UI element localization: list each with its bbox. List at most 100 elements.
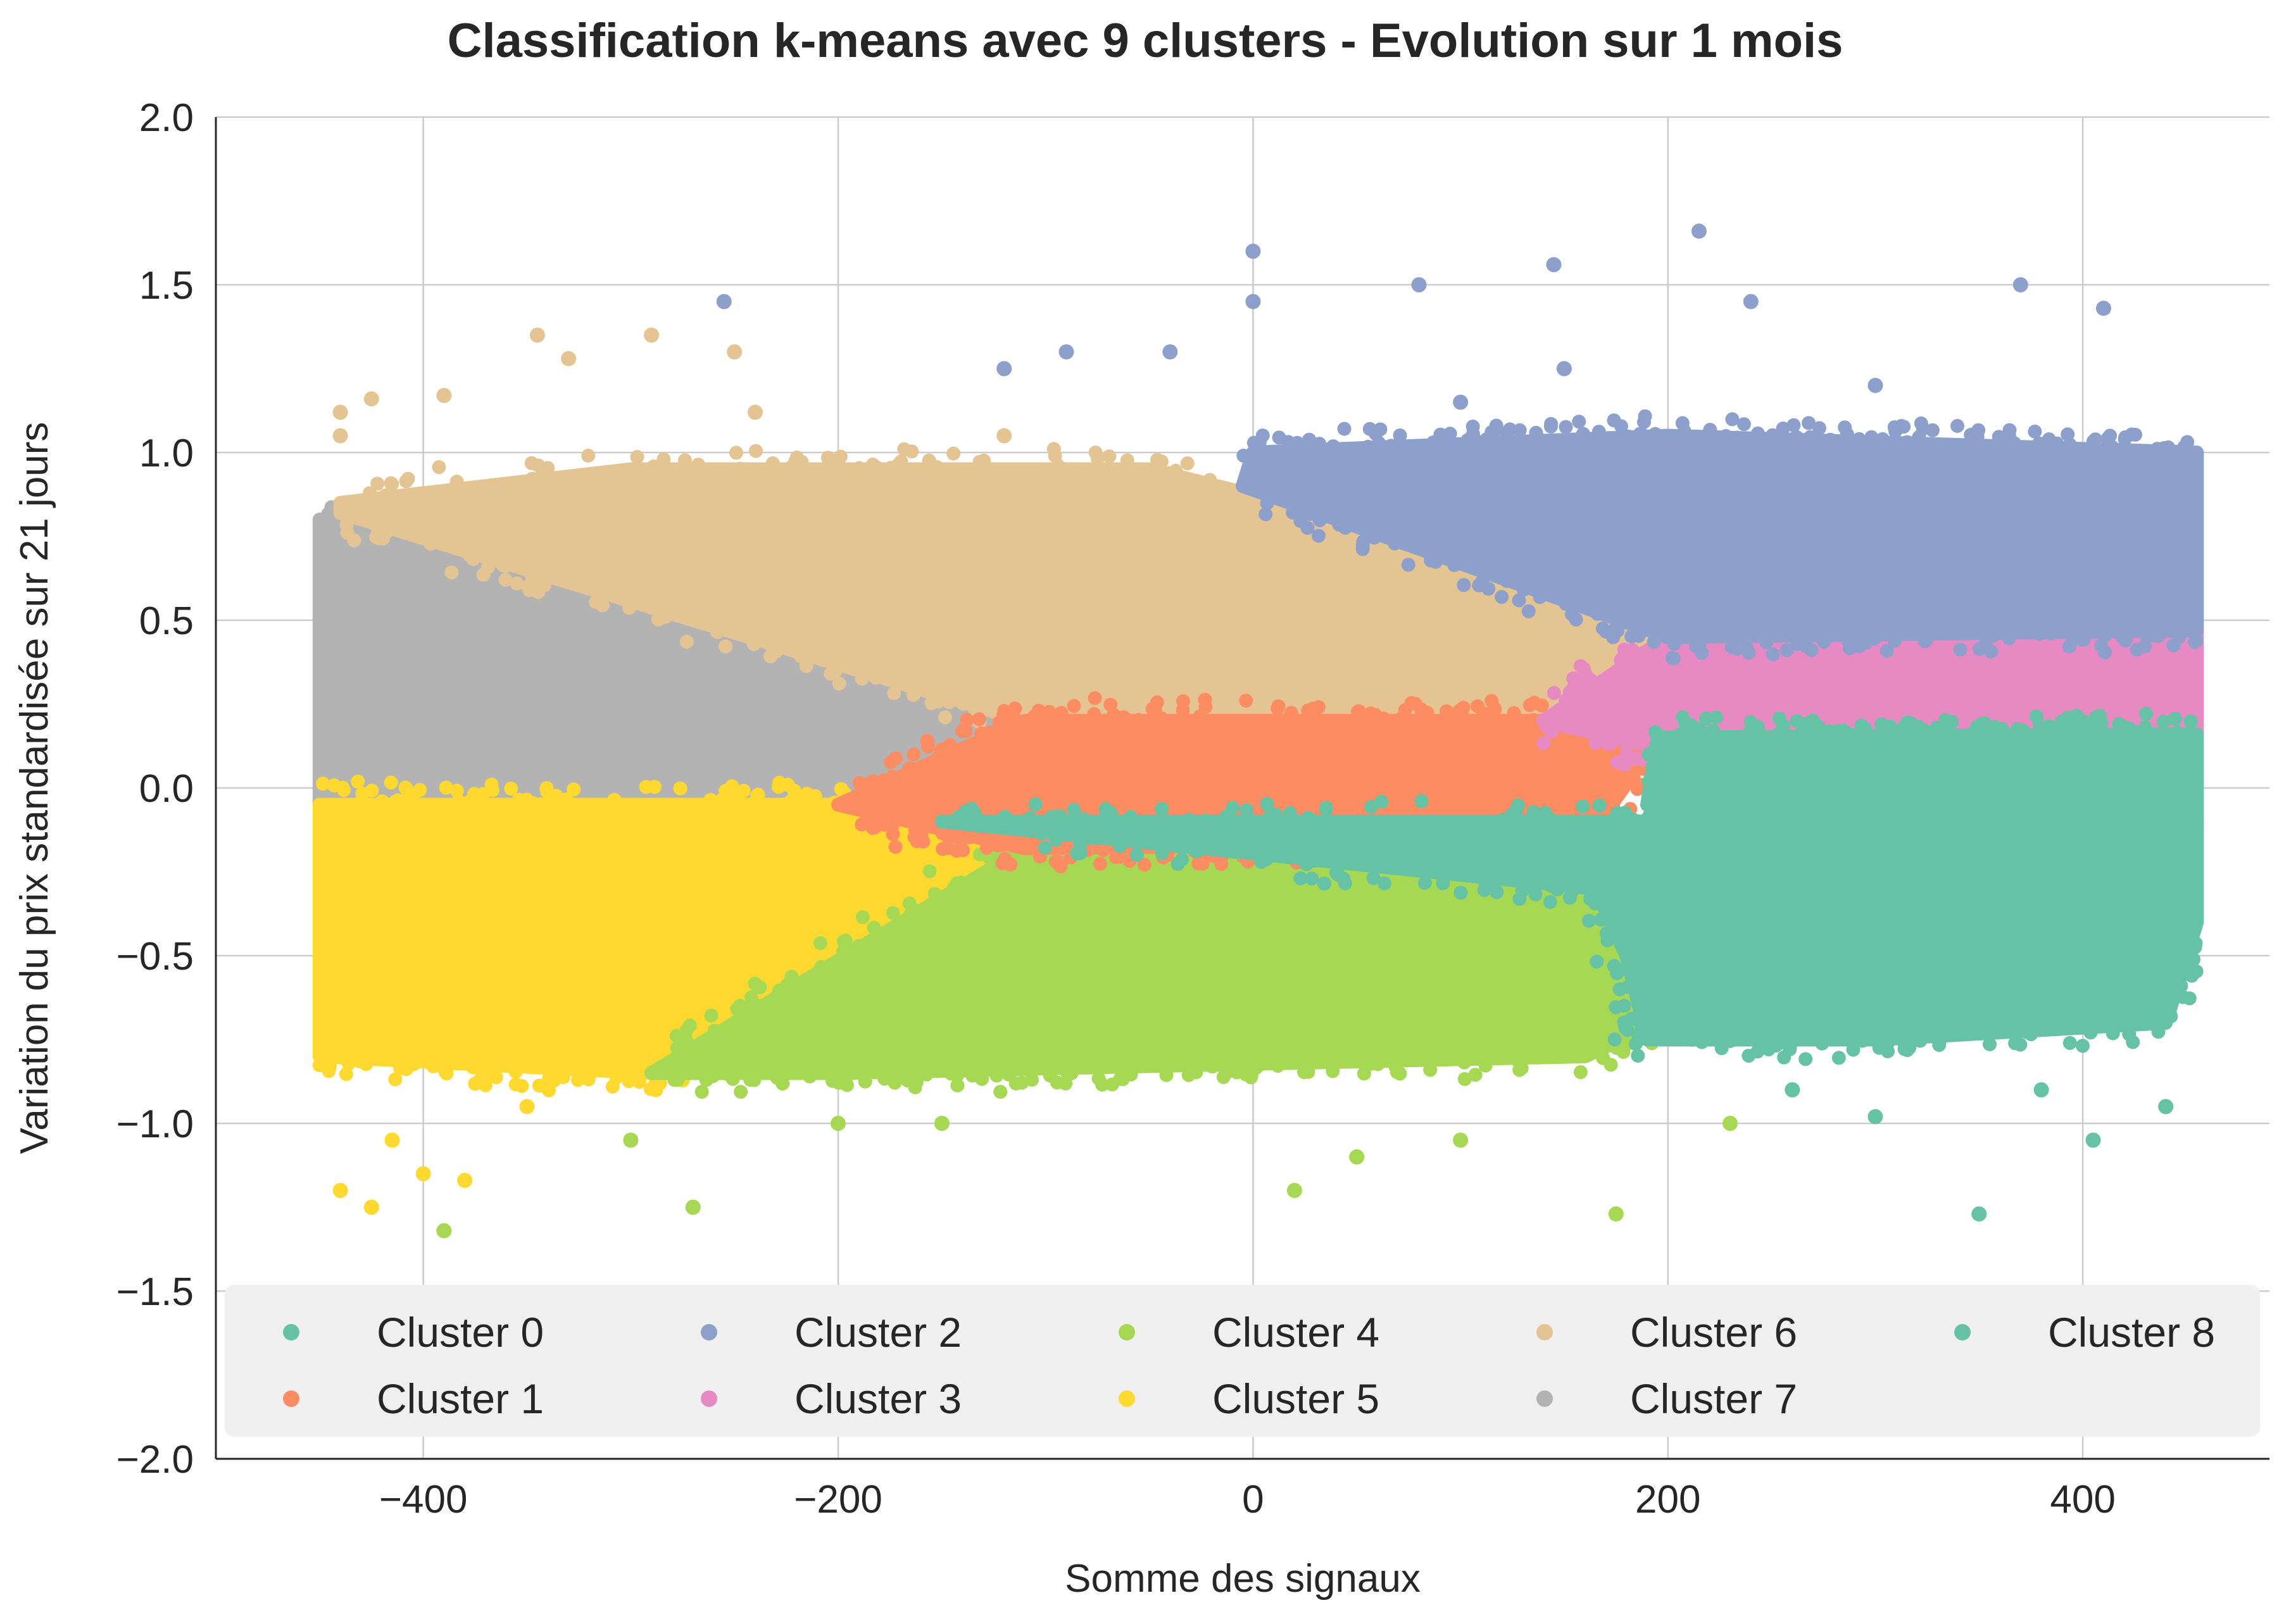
- data-point: [1317, 877, 1331, 890]
- data-point: [480, 560, 495, 575]
- data-point: [478, 1078, 493, 1092]
- data-point: [978, 459, 993, 474]
- data-point: [1642, 808, 1657, 822]
- data-point: [902, 761, 917, 775]
- data-point: [2039, 821, 2054, 835]
- data-point: [444, 565, 459, 580]
- y-tick-labels: −2.0 −1.5 −1.0 −0.5 0.0 0.5 1.0 1.5 2.0: [116, 96, 194, 1482]
- data-point: [975, 1071, 989, 1086]
- data-point: [1349, 1149, 1365, 1165]
- data-point: [1245, 244, 1261, 259]
- data-point: [989, 1068, 1004, 1083]
- data-point: [1262, 445, 1276, 459]
- data-point: [1564, 607, 1579, 621]
- data-point: [1293, 871, 1308, 885]
- data-point: [1500, 573, 1514, 588]
- legend-marker: [1536, 1324, 1553, 1340]
- data-point: [1447, 558, 1462, 572]
- y-axis-label: Variation du prix standardisée sur 21 jo…: [13, 422, 56, 1154]
- data-point: [1647, 635, 1661, 649]
- data-point: [1577, 429, 1591, 444]
- data-point: [432, 460, 446, 475]
- data-point: [908, 823, 922, 838]
- data-point: [533, 797, 548, 811]
- data-point: [1476, 566, 1490, 580]
- data-point: [390, 797, 405, 811]
- data-point: [1162, 466, 1177, 480]
- data-point: [2105, 439, 2119, 454]
- data-point: [374, 796, 389, 811]
- data-point: [486, 783, 499, 797]
- x-tick-label: 400: [2050, 1478, 2115, 1521]
- data-point: [1356, 534, 1371, 549]
- data-point: [1824, 825, 1838, 840]
- data-point: [905, 444, 919, 459]
- data-point: [1510, 809, 1524, 824]
- data-point: [1609, 620, 1623, 635]
- data-point: [1098, 802, 1113, 816]
- data-point: [1559, 597, 1573, 611]
- series-cluster-2: [716, 223, 2204, 666]
- data-point: [1240, 803, 1254, 818]
- data-point: [748, 404, 763, 420]
- data-point: [2043, 719, 2057, 734]
- data-point: [1088, 691, 1102, 705]
- data-point: [1299, 857, 1314, 871]
- data-point: [388, 1072, 403, 1087]
- data-point: [347, 533, 361, 547]
- data-point: [384, 1132, 400, 1148]
- data-point: [772, 775, 786, 790]
- data-point: [838, 934, 853, 948]
- data-point: [1950, 419, 1964, 433]
- data-point: [436, 387, 452, 403]
- data-point: [1219, 809, 1234, 823]
- data-point: [1695, 823, 1710, 838]
- legend-label: Cluster 7: [1630, 1375, 1797, 1422]
- data-point: [2069, 709, 2084, 723]
- data-point: [1867, 378, 1883, 393]
- data-point: [941, 831, 956, 846]
- data-point: [1743, 294, 1759, 309]
- data-point: [609, 1070, 624, 1085]
- data-point: [1631, 1049, 1645, 1063]
- data-point: [886, 906, 900, 920]
- data-point: [529, 327, 545, 343]
- data-point: [1490, 885, 1504, 899]
- data-point: [886, 827, 900, 842]
- data-point: [1401, 558, 1415, 572]
- data-point: [1393, 1066, 1407, 1081]
- y-tick-label: 2.0: [139, 96, 194, 140]
- data-point: [1576, 799, 1590, 814]
- data-point: [746, 637, 761, 651]
- data-point: [820, 451, 835, 465]
- data-point: [1105, 1077, 1119, 1092]
- data-point: [1510, 1053, 1525, 1068]
- data-point: [2032, 627, 2047, 641]
- data-point: [1457, 1071, 1472, 1086]
- data-point: [1581, 913, 1596, 928]
- data-point: [322, 1064, 336, 1078]
- data-point: [1607, 1032, 1622, 1047]
- data-point: [1594, 913, 1609, 927]
- data-point: [1736, 417, 1751, 432]
- point-cloud: [1640, 727, 2204, 828]
- data-point: [1621, 429, 1636, 444]
- data-point: [567, 782, 581, 797]
- data-point: [1817, 635, 1831, 649]
- data-point: [2002, 423, 2017, 437]
- data-point: [651, 613, 665, 627]
- data-point: [1258, 507, 1273, 522]
- data-point: [2127, 830, 2142, 844]
- legend-label: Cluster 5: [1212, 1375, 1379, 1422]
- data-point: [1466, 427, 1480, 441]
- data-point: [1738, 835, 1752, 849]
- data-point: [1404, 696, 1419, 710]
- data-point: [877, 818, 891, 832]
- data-point: [1312, 437, 1327, 451]
- x-tick-label: −200: [794, 1478, 882, 1521]
- data-point: [852, 461, 867, 475]
- data-point: [1831, 1051, 1846, 1065]
- data-point: [847, 801, 862, 816]
- data-point: [832, 659, 847, 673]
- data-point: [907, 747, 921, 761]
